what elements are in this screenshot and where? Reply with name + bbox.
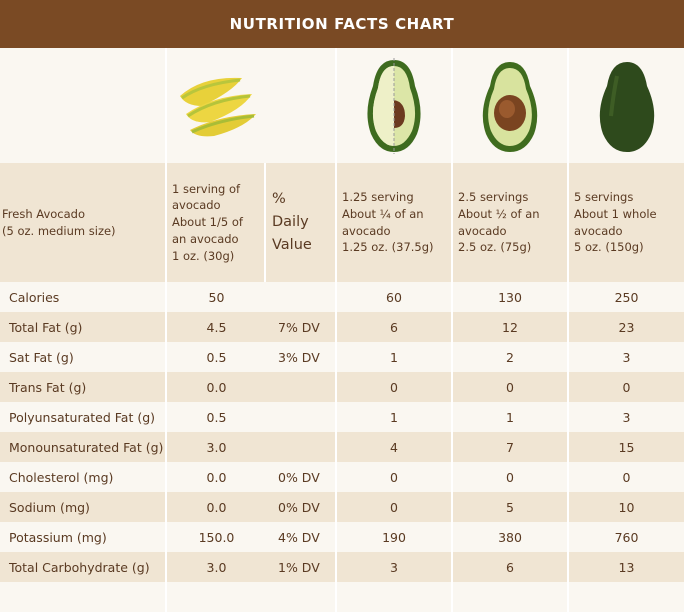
whole-image-cell bbox=[569, 48, 684, 163]
quarter-value: 60 bbox=[337, 282, 453, 312]
avocado-whole-icon bbox=[599, 61, 654, 152]
header-one-serving: 1 serving of avocado About 1/5 of an avo… bbox=[167, 163, 266, 282]
whole-value: 250 bbox=[614, 289, 639, 305]
table-row: Cholesterol (mg) 0.0 0% DV 0 0 0 bbox=[0, 462, 684, 492]
half-value bbox=[453, 582, 569, 612]
chart-header: NUTRITION FACTS CHART bbox=[0, 0, 684, 48]
dv-value: 7% DV bbox=[266, 312, 337, 342]
whole-value: 23 bbox=[618, 319, 635, 335]
table-row: Total Carbohydrate (g) 3.0 1% DV 3 6 13 bbox=[0, 552, 684, 582]
serving-value: 150.0 bbox=[198, 529, 235, 545]
whole-value: 3 bbox=[622, 349, 631, 365]
half-value: 130 bbox=[453, 282, 569, 312]
quarter-value: 6 bbox=[337, 312, 453, 342]
avocado-slices-icon bbox=[179, 77, 256, 136]
row-label: Total Carbohydrate (g) bbox=[0, 552, 167, 582]
dv-value: 1% DV bbox=[266, 552, 337, 582]
row-label: Trans Fat (g) bbox=[0, 372, 167, 402]
serving-value: 0.0 bbox=[206, 469, 227, 485]
quarter-value: 0 bbox=[337, 372, 453, 402]
quarter-value: 1 bbox=[337, 342, 453, 372]
row-label: Polyunsaturated Fat (g) bbox=[0, 402, 167, 432]
serving-value: 3.0 bbox=[206, 439, 227, 455]
slices-image-cell bbox=[167, 48, 266, 163]
header-whole: 5 servings About 1 whole avocado 5 oz. (… bbox=[574, 190, 657, 255]
blank-image-cell bbox=[266, 48, 337, 163]
row-label: Sat Fat (g) bbox=[0, 342, 167, 372]
row-label: Sodium (mg) bbox=[0, 492, 167, 522]
half-value: 7 bbox=[453, 432, 569, 462]
serving-value: 4.5 bbox=[206, 319, 227, 335]
header-fresh-avocado: Fresh Avocado (5 oz. medium size) bbox=[0, 163, 167, 282]
serving-value: 0.5 bbox=[206, 409, 227, 425]
serving-value: 3.0 bbox=[206, 559, 227, 575]
empty-image-cell bbox=[0, 48, 167, 163]
row-label: Total Fat (g) bbox=[0, 312, 167, 342]
dv-value: 0% DV bbox=[266, 492, 337, 522]
whole-value: 760 bbox=[614, 529, 639, 545]
dv-value: 0% DV bbox=[266, 462, 337, 492]
half-pit-image-cell bbox=[453, 48, 569, 163]
serving-value: 0.0 bbox=[206, 379, 227, 395]
dv-value bbox=[266, 372, 337, 402]
dv-value bbox=[266, 582, 337, 612]
table-row bbox=[0, 582, 684, 612]
row-label: Cholesterol (mg) bbox=[0, 462, 167, 492]
dv-value bbox=[266, 432, 337, 462]
header-quarter: 1.25 serving About ¼ of an avocado 1.25 … bbox=[337, 163, 453, 282]
quarter-value: 3 bbox=[337, 552, 453, 582]
table-row: Potassium (mg) 150.0 4% DV 190 380 760 bbox=[0, 522, 684, 552]
table-row: Calories 50 60 130 250 bbox=[0, 282, 684, 312]
nutrition-table: Fresh Avocado (5 oz. medium size) 1 serv… bbox=[0, 48, 684, 612]
table-row: Polyunsaturated Fat (g) 0.5 1 1 3 bbox=[0, 402, 684, 432]
whole-value: 0 bbox=[622, 379, 631, 395]
whole-value: 15 bbox=[618, 439, 635, 455]
quarter-value: 1 bbox=[337, 402, 453, 432]
header-daily-value: % Daily Value bbox=[266, 163, 337, 282]
serving-value: 50 bbox=[208, 289, 225, 305]
half-value: 0 bbox=[453, 462, 569, 492]
serving-value: 0.5 bbox=[206, 349, 227, 365]
column-header-row: Fresh Avocado (5 oz. medium size) 1 serv… bbox=[0, 163, 684, 282]
whole-value: 10 bbox=[618, 499, 635, 515]
half-value: 2 bbox=[453, 342, 569, 372]
dv-value: 3% DV bbox=[266, 342, 337, 372]
serving-value: 0.0 bbox=[206, 499, 227, 515]
half-cut-image-cell bbox=[337, 48, 453, 163]
chart-title: NUTRITION FACTS CHART bbox=[229, 15, 455, 33]
quarter-value: 0 bbox=[337, 492, 453, 522]
table-row: Total Fat (g) 4.5 7% DV 6 12 23 bbox=[0, 312, 684, 342]
half-value: 12 bbox=[453, 312, 569, 342]
whole-value: 0 bbox=[622, 469, 631, 485]
whole-value bbox=[569, 582, 684, 612]
table-row: Sodium (mg) 0.0 0% DV 0 5 10 bbox=[0, 492, 684, 522]
serving-value bbox=[167, 582, 266, 612]
quarter-value: 4 bbox=[337, 432, 453, 462]
table-row: Monounsaturated Fat (g) 3.0 4 7 15 bbox=[0, 432, 684, 462]
row-label: Monounsaturated Fat (g) bbox=[0, 432, 167, 462]
half-value: 6 bbox=[453, 552, 569, 582]
quarter-value: 190 bbox=[337, 522, 453, 552]
quarter-value bbox=[337, 582, 453, 612]
table-row: Sat Fat (g) 0.5 3% DV 1 2 3 bbox=[0, 342, 684, 372]
dv-value bbox=[266, 402, 337, 432]
avocado-half-cut-icon bbox=[367, 57, 421, 154]
half-value: 380 bbox=[453, 522, 569, 552]
table-row: Trans Fat (g) 0.0 0 0 0 bbox=[0, 372, 684, 402]
half-value: 0 bbox=[453, 372, 569, 402]
avocado-half-pit-icon bbox=[482, 61, 538, 152]
row-label: Potassium (mg) bbox=[0, 522, 167, 552]
row-label bbox=[0, 582, 167, 612]
half-value: 5 bbox=[453, 492, 569, 522]
dv-value: 4% DV bbox=[266, 522, 337, 552]
dv-value bbox=[266, 282, 337, 312]
whole-value: 13 bbox=[618, 559, 635, 575]
half-value: 1 bbox=[453, 402, 569, 432]
row-label: Calories bbox=[0, 282, 167, 312]
header-half: 2.5 servings About ½ of an avocado 2.5 o… bbox=[453, 163, 569, 282]
quarter-value: 0 bbox=[337, 462, 453, 492]
image-row bbox=[0, 48, 684, 163]
whole-value: 3 bbox=[622, 409, 631, 425]
